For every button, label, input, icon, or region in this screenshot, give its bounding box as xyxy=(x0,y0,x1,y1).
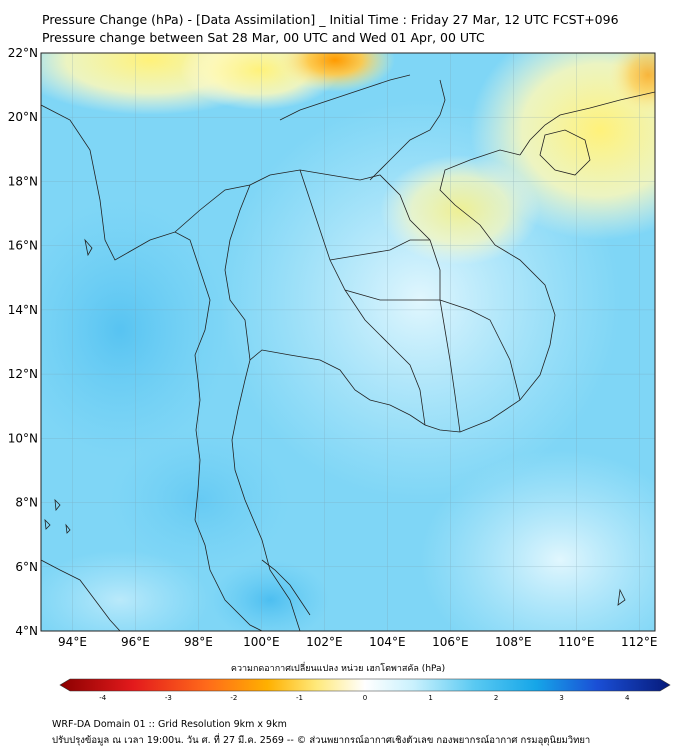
lon-tick-label: 104°E xyxy=(369,635,406,649)
lon-tick-label: 94°E xyxy=(58,635,87,649)
lat-tick-label: 10°N xyxy=(8,431,38,445)
lat-tick-label: 16°N xyxy=(8,239,38,253)
lon-tick-label: 102°E xyxy=(306,635,343,649)
lat-tick-label: 4°N xyxy=(15,624,38,638)
colorbar-tick-label: -2 xyxy=(230,694,237,702)
lat-tick-label: 20°N xyxy=(8,110,38,124)
lon-axis: 94°E 96°E 98°E 100°E 102°E 104°E 106°E 108°E 110… xyxy=(58,635,657,649)
colorbar-tick-label: 2 xyxy=(494,694,498,702)
lat-tick-label: 12°N xyxy=(8,367,38,381)
lat-tick-label: 8°N xyxy=(15,496,38,510)
colorbar-tick-label: 1 xyxy=(428,694,432,702)
lon-tick-label: 110°E xyxy=(558,635,595,649)
footer-update-info: ปรับปรุงข้อมูล ณ เวลา 19:00น. วัน ศ. ที่… xyxy=(52,735,591,746)
coastline-borders xyxy=(41,74,655,631)
page-subtitle: Pressure change between Sat 28 Mar, 00 U… xyxy=(42,30,485,45)
colorbar-tick-label: -4 xyxy=(99,694,107,702)
lat-tick-label: 22°N xyxy=(8,46,38,60)
lat-lon-grid xyxy=(41,52,655,632)
plot-frame xyxy=(40,52,656,632)
lat-tick-label: 14°N xyxy=(8,303,38,317)
colorbar-tick-label: -3 xyxy=(165,694,172,702)
lon-tick-label: 98°E xyxy=(184,635,213,649)
colorbar-tick-label: -1 xyxy=(296,694,303,702)
lon-tick-label: 106°E xyxy=(432,635,469,649)
lat-tick-label: 6°N xyxy=(15,560,38,574)
colorbar-tick-label: 0 xyxy=(363,694,367,702)
lon-tick-label: 96°E xyxy=(121,635,150,649)
lon-tick-label: 100°E xyxy=(243,635,280,649)
lon-tick-label: 108°E xyxy=(495,635,532,649)
page-title: Pressure Change (hPa) - [Data Assimilati… xyxy=(42,12,619,27)
lat-axis: 4°N 6°N 8°N 10°N 12°N 14°N 16°N 18°N 20°N 22°N xyxy=(8,46,38,638)
colorbar: -4 -3 -2 -1 0 1 2 3 4 xyxy=(59,678,671,702)
footer-model-info: WRF-DA Domain 01 :: Grid Resolution 9km … xyxy=(52,719,287,730)
lat-tick-label: 18°N xyxy=(8,174,38,188)
colorbar-tick-label: 4 xyxy=(625,694,630,702)
colorbar-label: ความกดอากาศเปลี่ยนแปลง หน่วย เฮกโตพาสคัล… xyxy=(230,664,446,674)
lon-tick-label: 112°E xyxy=(621,635,658,649)
pressure-field xyxy=(41,53,655,631)
colorbar-ramp xyxy=(59,678,671,692)
colorbar-tick-label: 3 xyxy=(559,694,563,702)
